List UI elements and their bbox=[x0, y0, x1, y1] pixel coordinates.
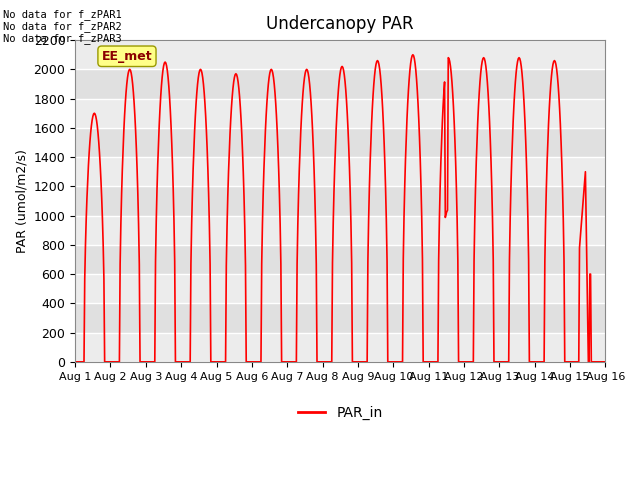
Bar bbox=[75, 40, 605, 69]
Y-axis label: PAR (umol/m2/s): PAR (umol/m2/s) bbox=[15, 149, 28, 253]
Bar bbox=[75, 216, 605, 245]
Text: No data for f_zPAR2: No data for f_zPAR2 bbox=[3, 21, 122, 32]
Bar bbox=[75, 274, 605, 303]
Title: Undercanopy PAR: Undercanopy PAR bbox=[266, 15, 414, 33]
Bar bbox=[75, 98, 605, 128]
Text: EE_met: EE_met bbox=[102, 50, 152, 63]
Text: No data for f_zPAR1: No data for f_zPAR1 bbox=[3, 9, 122, 20]
Legend: PAR_in: PAR_in bbox=[292, 400, 388, 426]
Bar bbox=[75, 157, 605, 186]
Bar bbox=[75, 333, 605, 362]
Text: No data for f_zPAR3: No data for f_zPAR3 bbox=[3, 33, 122, 44]
